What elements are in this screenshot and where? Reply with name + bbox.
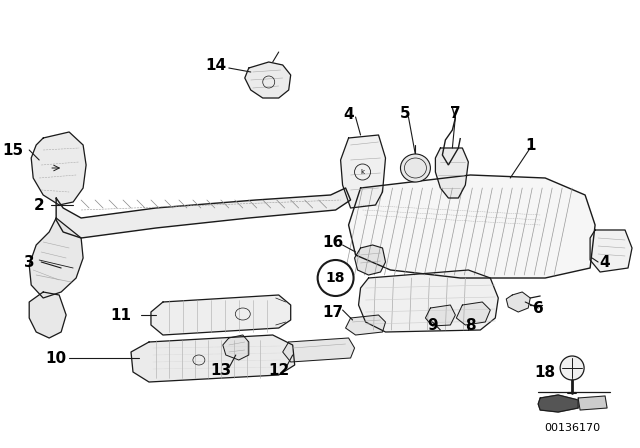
Polygon shape: [435, 148, 468, 198]
Text: 13: 13: [211, 362, 232, 378]
Text: 4: 4: [343, 107, 354, 121]
Circle shape: [560, 356, 584, 380]
Polygon shape: [590, 230, 632, 272]
Text: 5: 5: [400, 105, 411, 121]
Polygon shape: [29, 292, 66, 338]
Circle shape: [317, 260, 353, 296]
Polygon shape: [340, 135, 385, 208]
Polygon shape: [346, 315, 385, 335]
Text: 1: 1: [525, 138, 536, 152]
Text: 6: 6: [533, 301, 543, 315]
Polygon shape: [56, 188, 351, 238]
Polygon shape: [29, 218, 83, 298]
Polygon shape: [358, 270, 499, 332]
Polygon shape: [456, 302, 490, 325]
Text: 12: 12: [268, 362, 289, 378]
Text: 7: 7: [450, 105, 461, 121]
Text: 10: 10: [45, 350, 67, 366]
Text: 17: 17: [322, 305, 343, 319]
Polygon shape: [131, 335, 294, 382]
Polygon shape: [244, 62, 291, 98]
Text: 8: 8: [465, 318, 476, 332]
Text: 2: 2: [34, 198, 45, 212]
Text: k: k: [360, 169, 365, 175]
Polygon shape: [349, 175, 595, 278]
Polygon shape: [426, 305, 456, 326]
Polygon shape: [151, 295, 291, 335]
Text: 18: 18: [534, 365, 556, 379]
Polygon shape: [31, 132, 86, 205]
Ellipse shape: [401, 154, 431, 182]
Text: 00136170: 00136170: [544, 423, 600, 433]
Text: 11: 11: [111, 307, 132, 323]
Text: 9: 9: [427, 318, 438, 332]
Polygon shape: [283, 338, 355, 362]
Text: 3: 3: [24, 254, 35, 270]
Text: 16: 16: [322, 234, 343, 250]
Polygon shape: [223, 335, 249, 360]
Text: 15: 15: [3, 142, 24, 158]
Text: 14: 14: [205, 57, 227, 73]
Polygon shape: [578, 396, 607, 410]
Text: 4: 4: [600, 254, 611, 270]
Polygon shape: [538, 395, 578, 412]
Polygon shape: [506, 292, 530, 312]
Text: 18: 18: [326, 271, 346, 285]
Polygon shape: [355, 245, 385, 275]
